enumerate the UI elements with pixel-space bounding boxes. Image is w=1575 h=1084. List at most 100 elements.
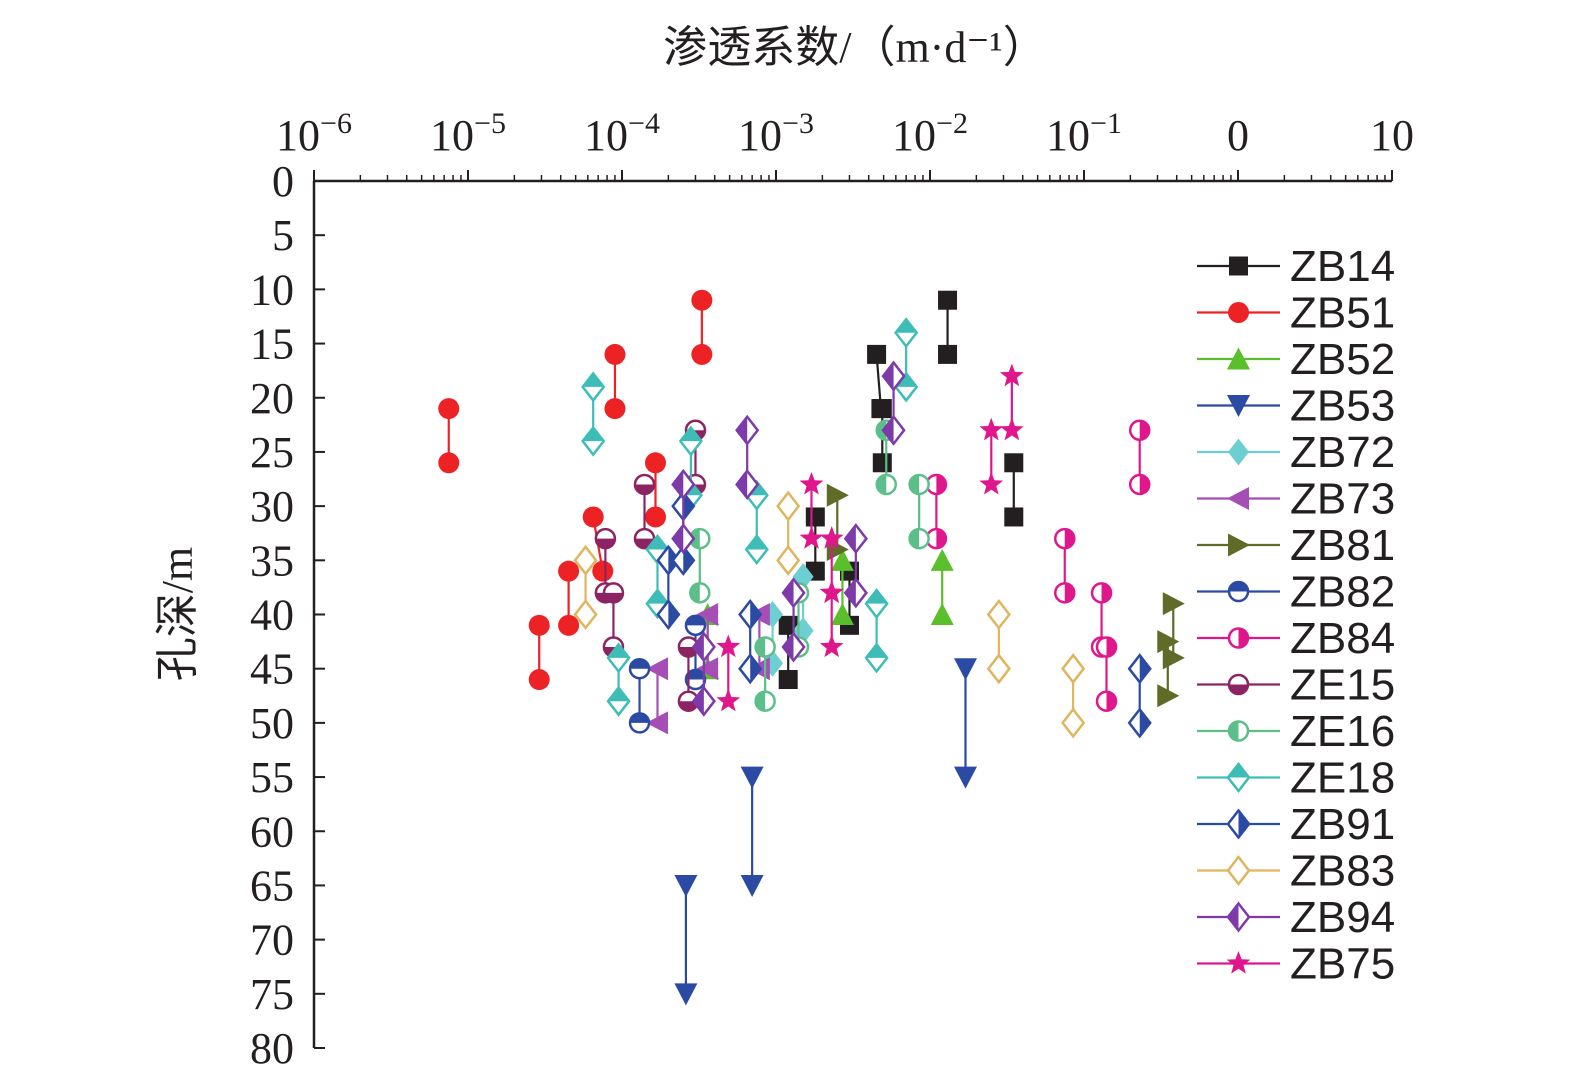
y-tick-label: 70 [250, 916, 294, 965]
data-point [602, 582, 625, 604]
data-point [953, 766, 977, 789]
legend-item-zb82: ZB82 [1197, 568, 1395, 617]
x-tick-label: 10−4 [584, 107, 660, 160]
series-zb53 [674, 658, 977, 1006]
data-point [740, 874, 764, 897]
y-tick-label: 80 [250, 1024, 294, 1073]
data-point [1061, 653, 1086, 685]
data-point [819, 526, 844, 549]
legend-item-zb81: ZB81 [1197, 521, 1395, 570]
legend-marker [1226, 854, 1251, 887]
legend-label: ZB84 [1290, 614, 1395, 663]
data-point [819, 634, 844, 658]
data-point [438, 452, 460, 474]
data-point [986, 598, 1011, 631]
data-point [1054, 527, 1076, 550]
data-point [735, 468, 760, 500]
x-tick-label: 10−1 [1046, 107, 1122, 160]
data-point [872, 399, 892, 419]
legend-marker [1229, 256, 1248, 276]
data-point [1095, 636, 1118, 658]
data-point [573, 544, 598, 576]
x-tick-label: 10−2 [892, 107, 968, 160]
data-point [581, 371, 606, 403]
legend-item-zb83: ZB83 [1197, 847, 1395, 896]
data-point [1127, 707, 1152, 739]
data-point [1054, 582, 1076, 604]
data-point [438, 398, 460, 420]
data-point [558, 560, 580, 582]
legend-label: ZB75 [1290, 940, 1395, 989]
legend-marker [1226, 901, 1251, 933]
y-tick-label: 65 [250, 861, 294, 910]
legend-marker [1227, 347, 1250, 370]
data-point [684, 614, 707, 637]
data-point [689, 582, 711, 604]
data-point [677, 636, 700, 658]
data-point [656, 598, 681, 631]
data-point [744, 533, 769, 566]
data-point [1128, 419, 1151, 442]
data-point [582, 506, 604, 528]
data-point [644, 452, 666, 474]
data-point [875, 473, 898, 496]
legend-label: ZB53 [1290, 382, 1395, 431]
data-point [864, 642, 889, 674]
data-point [671, 468, 696, 500]
data-point [986, 653, 1011, 685]
data-point [606, 685, 631, 717]
legend-item-zb84: ZB84 [1197, 614, 1395, 663]
data-point [573, 598, 598, 631]
legend-marker [1226, 951, 1251, 974]
legend-label: ZB72 [1290, 428, 1395, 477]
legend-item-ze16: ZE16 [1197, 707, 1395, 756]
legend-item-zb52: ZB52 [1197, 335, 1395, 384]
y-tick-label: 60 [250, 807, 294, 856]
series-zb91 [656, 490, 1152, 739]
legend-marker [1228, 533, 1250, 557]
legend-item-ze18: ZE18 [1197, 754, 1395, 803]
data-point [908, 473, 930, 496]
x-tick-label: 10−3 [738, 107, 814, 160]
legend-label: ZB81 [1290, 521, 1395, 570]
legend-label: ZE16 [1290, 707, 1395, 756]
data-point [528, 614, 550, 636]
legend-label: ZE15 [1290, 661, 1395, 710]
y-tick-label: 50 [250, 699, 294, 748]
y-tick-label: 45 [250, 645, 294, 694]
y-tick-label: 15 [250, 320, 294, 369]
y-tick-label: 35 [250, 536, 294, 585]
legend-label: ZB91 [1290, 800, 1395, 849]
data-point [864, 588, 889, 620]
data-point [819, 580, 844, 603]
series-zb51 [438, 289, 713, 691]
data-point [754, 636, 776, 658]
legend: ZB14ZB51ZB52ZB53ZB72ZB73ZB81ZB82ZB84ZE15… [1197, 242, 1395, 989]
legend-marker [1227, 487, 1249, 510]
data-point [776, 544, 801, 576]
data-point [843, 577, 868, 609]
legend-label: ZB14 [1290, 242, 1395, 291]
legend-item-zb72: ZB72 [1197, 428, 1395, 477]
series-zb94 [671, 360, 906, 717]
y-tick-label: 5 [272, 211, 294, 260]
y-tick-label: 40 [250, 591, 294, 640]
data-point [805, 507, 825, 527]
series-zb81 [826, 483, 1185, 708]
y-tick-label: 75 [250, 970, 294, 1019]
data-point [938, 290, 958, 310]
data-point [716, 634, 741, 658]
data-point [1004, 453, 1024, 473]
data-point [781, 577, 806, 609]
data-point [953, 658, 977, 681]
data-point [671, 523, 696, 555]
legend-label: ZB73 [1290, 475, 1395, 524]
legend-marker [1226, 761, 1251, 794]
data-point [558, 614, 580, 636]
data-point [716, 688, 741, 712]
data-point [592, 560, 614, 582]
data-point [674, 874, 698, 897]
data-point [781, 631, 806, 663]
y-axis-title: 孔深/m [153, 547, 202, 681]
data-point [1095, 690, 1118, 712]
